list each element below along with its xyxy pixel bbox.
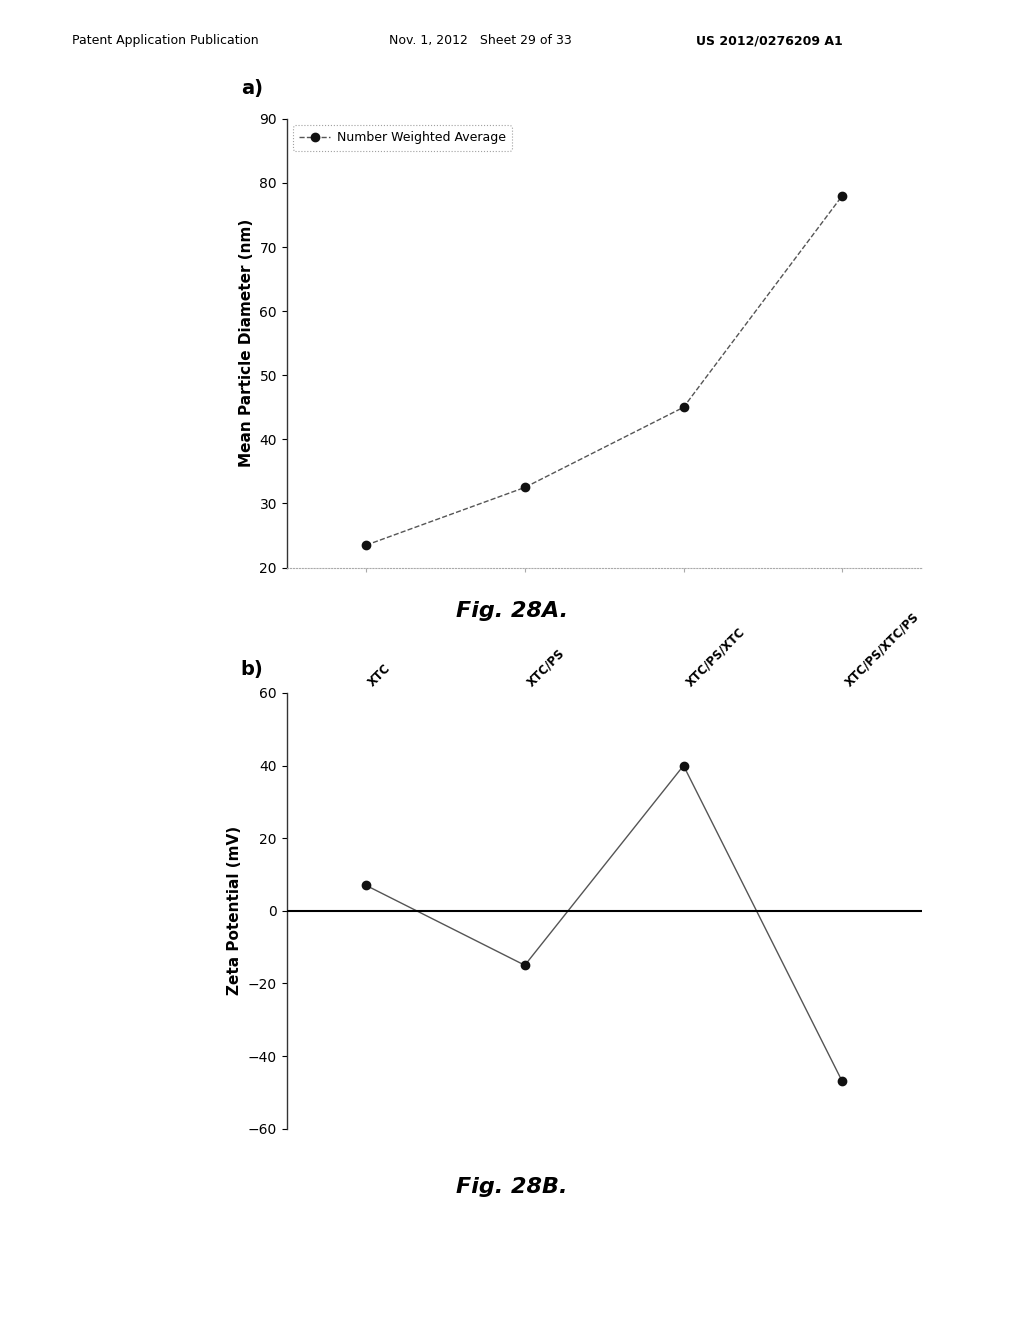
Text: a): a) <box>241 79 262 98</box>
Text: Nov. 1, 2012   Sheet 29 of 33: Nov. 1, 2012 Sheet 29 of 33 <box>389 34 571 48</box>
Y-axis label: Zeta Potential (mV): Zeta Potential (mV) <box>227 826 243 995</box>
Text: b): b) <box>241 660 263 678</box>
Text: Patent Application Publication: Patent Application Publication <box>72 34 258 48</box>
Text: XTC/PS/XTC/PS: XTC/PS/XTC/PS <box>842 610 922 689</box>
Number Weighted Average <box>360 537 373 553</box>
Text: Fig. 28A.: Fig. 28A. <box>456 601 568 620</box>
Text: US 2012/0276209 A1: US 2012/0276209 A1 <box>696 34 843 48</box>
Text: XTC/PS/XTC: XTC/PS/XTC <box>684 626 748 689</box>
Text: Fig. 28B.: Fig. 28B. <box>457 1177 567 1197</box>
Legend: Number Weighted Average: Number Weighted Average <box>293 125 512 150</box>
Line: Number Weighted Average: Number Weighted Average <box>361 191 847 549</box>
Y-axis label: Mean Particle Diameter (nm): Mean Particle Diameter (nm) <box>239 219 254 467</box>
Text: XTC/PS: XTC/PS <box>524 647 567 689</box>
Number Weighted Average <box>678 400 690 416</box>
Number Weighted Average <box>518 479 530 495</box>
Text: XTC: XTC <box>367 661 393 689</box>
Number Weighted Average <box>836 187 848 203</box>
